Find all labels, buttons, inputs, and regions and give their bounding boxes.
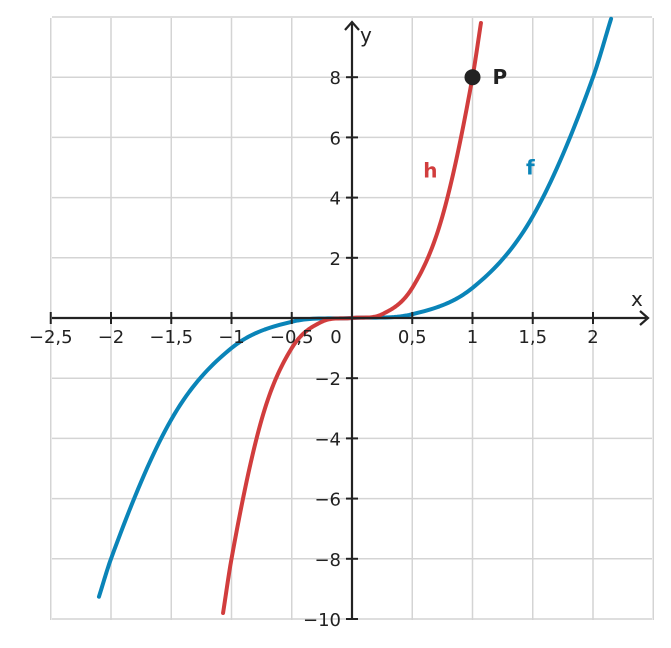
y-tick-label: −2 [314,369,341,390]
y-tick-label: −6 [314,490,341,511]
x-tick-label: −0,5 [270,327,314,348]
y-tick-label: −8 [314,550,341,571]
x-tick-label: −2,5 [29,327,73,348]
x-tick-label: 0,5 [398,327,427,348]
ticks: −2,5 −2 −1,5 −1 −0,5 0 0,5 1 1,5 2 −10 −8 −6 −4 −2 2 4 6 8 [29,68,599,631]
y-tick-label: 6 [330,128,341,149]
x-axis-arrow [639,310,650,326]
curves [96,16,614,615]
x-tick-label: −1 [218,327,245,348]
x-tick-label: −2 [98,327,125,348]
curve-label-f: f [526,156,535,180]
series-line-f [96,16,614,599]
x-tick-label: −1,5 [149,327,193,348]
y-axis-label: y [360,23,372,47]
y-tick-label: 8 [330,68,341,89]
x-axis-label: x [631,287,643,311]
x-tick-label: 0 [330,327,341,348]
x-tick-label: 1,5 [518,327,547,348]
y-axis-arrow [344,20,360,31]
y-tick-label: 4 [330,189,341,210]
x-tick-label: 1 [467,327,478,348]
x-tick-label: 2 [587,327,598,348]
points: P [464,65,508,89]
y-tick-label: −4 [314,429,341,450]
curve-label-h: h [423,159,437,183]
y-tick-label: −10 [303,610,341,631]
y-tick-label: 2 [330,249,341,270]
point-label-P: P [493,65,508,89]
point-P [464,69,481,86]
axes: x y [52,20,650,620]
